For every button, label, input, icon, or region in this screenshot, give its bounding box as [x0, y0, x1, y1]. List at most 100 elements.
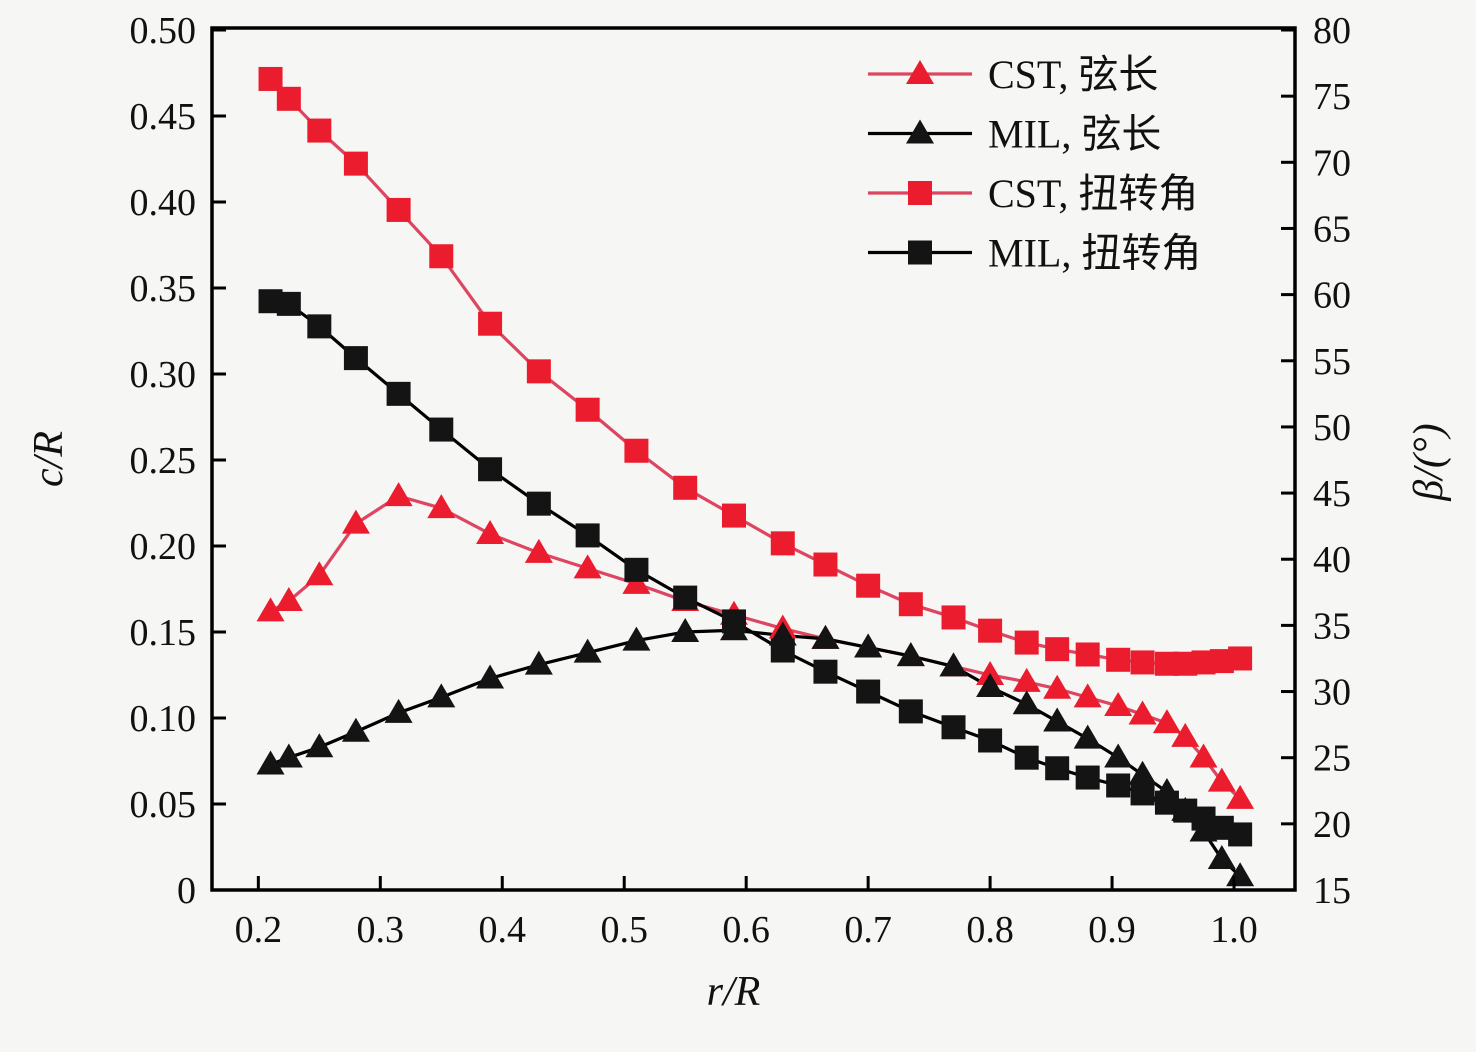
legend-label-cst_twist: CST, 扭转角 — [988, 171, 1198, 216]
data-point-mil_twist — [429, 417, 454, 442]
data-point-cst_chord — [305, 561, 334, 586]
y-right-tick-label: 70 — [1313, 142, 1351, 184]
data-point-mil_chord — [476, 664, 505, 689]
data-point-cst_twist — [276, 86, 301, 111]
data-point-cst_twist — [526, 359, 551, 384]
data-point-cst_twist — [1045, 637, 1070, 662]
legend-label-mil_twist: MIL, 扭转角 — [988, 231, 1201, 276]
data-point-mil_chord — [274, 743, 303, 768]
data-point-cst_chord — [976, 661, 1005, 685]
data-point-mil_chord — [854, 633, 883, 658]
y-right-tick-label: 55 — [1313, 341, 1351, 383]
data-point-cst_twist — [307, 118, 332, 143]
data-point-mil_twist — [343, 346, 368, 371]
y-left-tick-label: 0 — [177, 870, 196, 912]
data-point-cst_chord — [524, 538, 553, 563]
y-left-tick-label: 0.30 — [130, 354, 197, 396]
y-right-tick-label: 65 — [1313, 208, 1351, 250]
y-right-tick-label: 15 — [1313, 870, 1351, 912]
data-point-cst_chord — [1152, 709, 1181, 734]
data-point-mil_twist — [770, 638, 795, 663]
data-point-cst_twist — [343, 151, 368, 176]
data-point-mil_chord — [1073, 724, 1102, 749]
y-right-tick-label: 45 — [1313, 473, 1351, 515]
x-tick-label: 0.7 — [844, 909, 892, 951]
data-point-cst_chord — [1128, 700, 1157, 725]
data-point-mil_chord — [256, 750, 285, 775]
data-point-mil_chord — [1207, 845, 1236, 870]
data-point-mil_twist — [813, 659, 838, 684]
data-point-mil_chord — [573, 638, 602, 663]
x-tick-label: 0.6 — [722, 909, 770, 951]
data-point-mil_twist — [1014, 745, 1039, 770]
data-point-mil_twist — [673, 585, 698, 610]
data-point-mil_chord — [1104, 743, 1133, 768]
y-left-axis-title: c/R — [26, 431, 72, 487]
data-point-mil_chord — [896, 642, 925, 667]
data-point-mil_twist — [624, 557, 649, 582]
series-line-mil_twist — [270, 299, 1241, 836]
data-point-mil_chord — [305, 733, 334, 758]
data-point-cst_chord — [274, 587, 303, 612]
data-point-mil_chord — [939, 652, 968, 677]
data-point-mil_twist — [386, 381, 411, 406]
data-point-cst_twist — [941, 605, 966, 630]
data-point-cst_twist — [429, 244, 454, 269]
data-point-mil_twist — [898, 699, 923, 724]
data-point-cst_twist — [1106, 647, 1131, 672]
y-left-tick-label: 0.50 — [130, 10, 197, 52]
data-point-mil_twist — [478, 457, 503, 482]
y-right-tick-label: 60 — [1313, 275, 1351, 317]
data-point-mil_chord — [1043, 707, 1072, 732]
y-left-tick-label: 0.35 — [130, 268, 197, 310]
data-point-cst_twist — [813, 552, 838, 577]
y-left-tick-label: 0.05 — [130, 784, 197, 826]
data-point-cst_chord — [1104, 691, 1133, 716]
data-point-cst_chord — [622, 569, 651, 594]
data-point-mil_twist — [1106, 773, 1131, 798]
data-point-cst_twist — [575, 397, 600, 422]
data-point-cst_chord — [427, 494, 456, 519]
y-left-tick-label: 0.20 — [130, 526, 197, 568]
y-right-tick-label: 80 — [1313, 10, 1351, 52]
data-point-cst_twist — [478, 311, 503, 336]
data-point-mil_twist — [1045, 756, 1070, 781]
data-point-mil_chord — [341, 717, 370, 742]
y-left-tick-label: 0.15 — [130, 612, 197, 654]
data-point-mil_twist — [978, 728, 1003, 753]
data-point-cst_twist — [898, 592, 923, 617]
data-point-mil_twist — [856, 679, 881, 704]
data-point-cst_chord — [1189, 743, 1218, 768]
data-point-mil_twist — [1228, 822, 1253, 847]
data-point-cst_chord — [573, 554, 602, 579]
data-point-cst_twist — [1228, 646, 1253, 671]
data-point-cst_chord — [1012, 667, 1041, 692]
data-point-cst_chord — [256, 597, 285, 622]
data-point-cst_twist — [673, 475, 698, 500]
y-right-axis-title: β/(°) — [1406, 423, 1452, 501]
data-point-mil_twist — [307, 314, 332, 339]
y-left-tick-label: 0.10 — [130, 698, 197, 740]
y-right-tick-label: 25 — [1313, 738, 1351, 780]
data-point-cst_chord — [384, 482, 413, 507]
legend-marker-mil_twist — [908, 240, 932, 265]
data-point-cst_chord — [1171, 722, 1200, 747]
data-point-cst_twist — [1130, 650, 1155, 675]
data-point-mil_chord — [811, 624, 840, 649]
y-right-tick-label: 20 — [1313, 804, 1351, 846]
data-point-mil_twist — [1075, 765, 1100, 790]
data-point-mil_chord — [427, 683, 456, 708]
data-point-cst_chord — [341, 509, 370, 534]
y-left-tick-label: 0.25 — [130, 440, 197, 482]
data-point-cst_chord — [1043, 674, 1072, 699]
data-point-mil_chord — [524, 650, 553, 675]
x-tick-label: 1.0 — [1210, 909, 1258, 951]
data-point-mil_chord — [1012, 690, 1041, 715]
data-point-mil_twist — [276, 291, 301, 316]
data-point-cst_twist — [624, 438, 649, 463]
legend-marker-mil_chord — [906, 119, 934, 144]
data-point-cst_chord — [1073, 683, 1102, 708]
x-tick-label: 0.9 — [1088, 909, 1136, 951]
data-point-cst_twist — [978, 618, 1003, 643]
x-axis-title: r/R — [707, 969, 761, 1015]
